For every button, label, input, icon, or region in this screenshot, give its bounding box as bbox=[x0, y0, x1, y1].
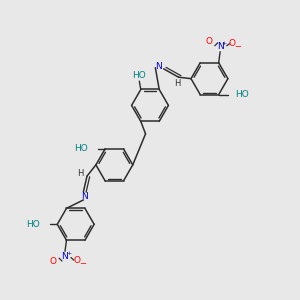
Text: HO: HO bbox=[235, 90, 249, 99]
Text: O: O bbox=[229, 39, 236, 48]
Text: +: + bbox=[221, 41, 226, 46]
Text: H: H bbox=[77, 169, 84, 178]
Text: N: N bbox=[82, 192, 88, 201]
Text: O: O bbox=[205, 38, 212, 46]
Text: HO: HO bbox=[132, 71, 146, 80]
Text: HO: HO bbox=[74, 144, 88, 153]
Text: −: − bbox=[234, 42, 241, 51]
Text: O: O bbox=[50, 257, 57, 266]
Text: HO: HO bbox=[26, 220, 40, 229]
Text: H: H bbox=[174, 79, 180, 88]
Text: N: N bbox=[61, 252, 68, 261]
Text: N: N bbox=[217, 42, 224, 51]
Text: N: N bbox=[155, 62, 162, 71]
Text: −: − bbox=[79, 259, 86, 268]
Text: O: O bbox=[74, 256, 80, 265]
Text: +: + bbox=[66, 251, 71, 256]
